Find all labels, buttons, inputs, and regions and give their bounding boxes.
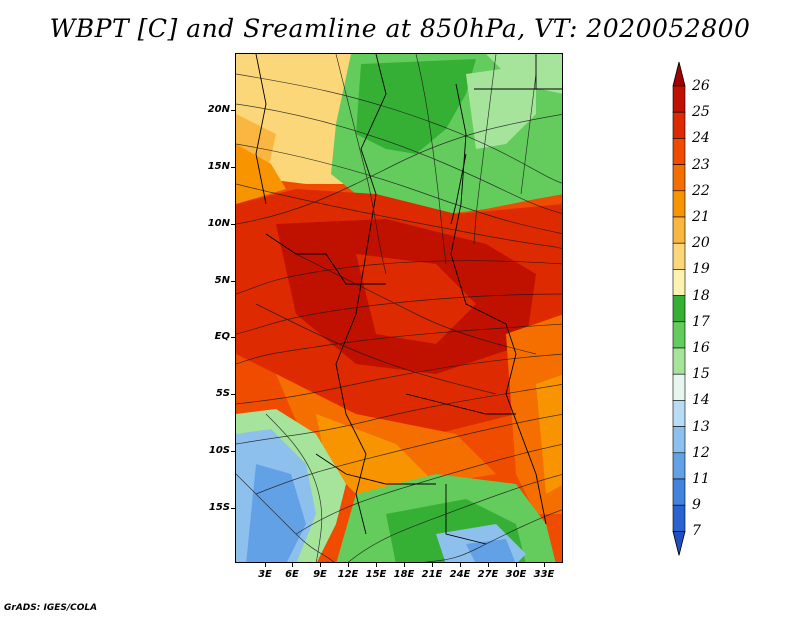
lon-label-9e: 9E (313, 569, 327, 580)
colorbar-segment (672, 164, 686, 192)
colorbar-segment (672, 295, 686, 323)
colorbar-segment (672, 242, 686, 270)
colorbar-level-label: 22 (692, 182, 710, 199)
colorbar-level-label: 19 (692, 261, 710, 278)
lon-label-15e: 15E (365, 569, 387, 580)
colorbar-segment (672, 400, 686, 427)
wbpt-field-map (236, 54, 562, 562)
lat-label-15n: 15N (207, 161, 230, 172)
lat-label-10n: 10N (207, 218, 230, 229)
colorbar-level-label: 9 (692, 497, 701, 514)
lat-tick (231, 508, 235, 509)
colorbar-level-label: 7 (692, 523, 701, 540)
lat-label-10s: 10S (208, 445, 230, 456)
lon-label-18e: 18E (393, 569, 415, 580)
lon-tick (376, 563, 377, 567)
colorbar-level-label: 16 (692, 340, 710, 356)
lat-tick (231, 224, 235, 225)
lon-tick (404, 563, 405, 567)
lat-tick (231, 394, 235, 395)
colorbar-level-label: 25 (692, 104, 710, 121)
colorbar-level-label: 17 (692, 313, 710, 330)
lon-tick (320, 563, 321, 567)
colorbar-segment (672, 190, 686, 218)
colorbar-level-label: 12 (692, 444, 710, 461)
colorbar-level-label: 20 (692, 235, 710, 252)
lat-tick (231, 451, 235, 452)
lon-tick (516, 563, 517, 567)
colorbar-segment (672, 426, 686, 454)
map-panel (235, 53, 563, 563)
colorbar-top-arrow (672, 61, 686, 87)
colorbar-level-label: 14 (692, 392, 710, 409)
lon-label-33e: 33E (533, 569, 555, 580)
colorbar-level-label: 26 (692, 78, 710, 94)
lon-label-24e: 24E (449, 569, 471, 580)
colorbar-level-label: 21 (692, 209, 710, 225)
colorbar-segment (672, 138, 686, 165)
lon-label-3e: 3E (258, 569, 272, 580)
lon-tick (544, 563, 545, 567)
colorbar-segment (672, 504, 686, 532)
colorbar-segment (672, 216, 686, 244)
colorbar-level-label: 24 (692, 130, 710, 147)
colorbar-level-label: 11 (692, 471, 710, 487)
lon-tick (348, 563, 349, 567)
colorbar-level-label: 13 (692, 418, 710, 435)
chart-title: WBPT [C] and Sreamline at 850hPa, VT: 20… (49, 14, 751, 43)
lon-label-27e: 27E (477, 569, 499, 580)
lon-tick (265, 563, 266, 567)
lat-label-5n: 5N (214, 275, 230, 286)
lat-label-20n: 20N (207, 104, 230, 115)
lon-label-30e: 30E (505, 569, 527, 580)
colorbar-segment (672, 269, 686, 296)
colorbar-level-label: 15 (692, 366, 710, 383)
lon-tick (292, 563, 293, 567)
lon-tick (432, 563, 433, 567)
colorbar-level-label: 23 (692, 156, 710, 173)
colorbar-segment (672, 111, 686, 139)
grads-credit: GrADS: IGES/COLA (4, 603, 98, 613)
lat-tick (231, 281, 235, 282)
colorbar-segment (672, 452, 686, 480)
lat-tick (231, 110, 235, 111)
lon-label-6e: 6E (285, 569, 299, 580)
colorbar-segment (672, 373, 686, 401)
lat-tick (231, 167, 235, 168)
lon-tick (460, 563, 461, 567)
lat-tick (231, 337, 235, 338)
lon-label-21e: 21E (421, 569, 443, 580)
colorbar-bottom-arrow (672, 531, 686, 556)
lat-label-5s: 5S (215, 388, 230, 399)
lon-tick (488, 563, 489, 567)
lat-label-eq: EQ (214, 331, 230, 342)
colorbar-segment (672, 347, 686, 375)
colorbar-segment (672, 478, 686, 506)
colorbar (672, 61, 686, 556)
colorbar-segment (672, 85, 686, 113)
lat-label-15s: 15S (208, 502, 230, 513)
colorbar-segment (672, 321, 686, 349)
colorbar-level-label: 18 (692, 287, 710, 304)
lon-label-12e: 12E (337, 569, 359, 580)
